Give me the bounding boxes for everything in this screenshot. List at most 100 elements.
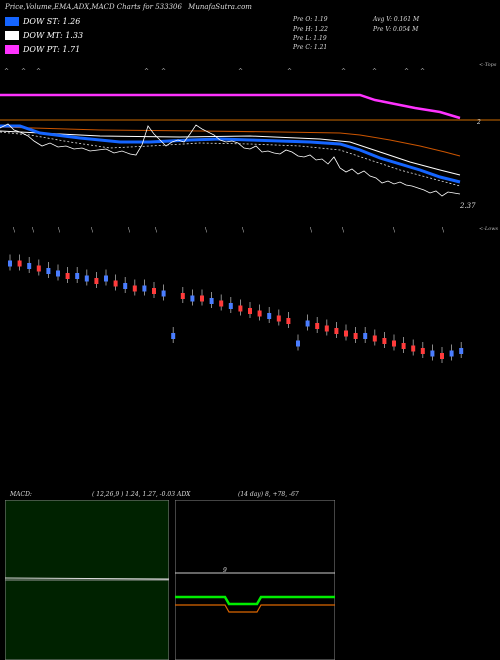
low-marker: \ (205, 227, 208, 234)
candle-body (267, 313, 272, 319)
low-marker: \ (155, 227, 158, 234)
chart-header: Price,Volume,EMA,ADX,MACD Charts for 533… (5, 3, 252, 11)
top-marker: ^ (420, 68, 425, 75)
macd-title: MACD: (10, 491, 32, 498)
candle-body (363, 333, 368, 339)
adx-title: ADX (177, 491, 191, 498)
candle-body (27, 263, 32, 269)
legend-swatch-dow-mt (5, 31, 19, 40)
candle-body (209, 298, 214, 304)
long-ema-line (0, 126, 461, 157)
candle-body (123, 283, 128, 289)
top-marker: ^ (144, 68, 149, 75)
top-marker: ^ (341, 68, 346, 75)
candle-body (420, 348, 425, 354)
adx-mid-label: 9 (223, 567, 227, 574)
ohlc-avg-volume: Avg V: 0.161 M (373, 16, 420, 23)
legend-label-dow-st: DOW ST: 1.26 (23, 17, 81, 26)
candle-body (94, 278, 99, 284)
legend-swatch-dow-st (5, 17, 19, 26)
candle-body (219, 300, 224, 307)
top-marker: ^ (404, 68, 409, 75)
short-ema-line (0, 131, 461, 187)
candle-body (75, 273, 80, 279)
candle-body (401, 343, 406, 349)
candle-body (276, 315, 281, 322)
candle-body (65, 273, 70, 279)
candle-body (17, 260, 22, 267)
candle-body (324, 325, 329, 332)
candle-body (353, 333, 358, 339)
candle-body (296, 340, 300, 347)
low-marker: \ (442, 227, 445, 234)
candle-body (315, 323, 320, 329)
ohlc-low: Pre L: 1.19 (293, 35, 327, 42)
low-marker: \ (128, 227, 131, 234)
candle-body (372, 335, 377, 342)
top-marker: ^ (372, 68, 377, 75)
candle-body (411, 345, 416, 352)
price-chart: ^ ^ ^ ^ ^ ^ ^ ^ ^ ^ ^ <-Tops 2 2.37 \ \ … (0, 62, 500, 363)
ohlc-close: Pre C: 1.21 (293, 44, 328, 51)
candle-body (248, 308, 252, 314)
candlestick-series (8, 254, 464, 363)
candle-body (180, 293, 185, 299)
top-marker: ^ (161, 68, 166, 75)
top-marker: ^ (287, 68, 292, 75)
close-price-line (0, 123, 461, 197)
top-marker: ^ (36, 68, 41, 75)
adx-panel-background (175, 500, 335, 660)
top-marker: ^ (238, 68, 243, 75)
macd-panel (5, 500, 169, 660)
candle-body (440, 353, 444, 359)
legend-swatch-dow-pt (5, 45, 19, 54)
lows-label: <-Lows (479, 226, 498, 232)
dow-pt-line (0, 93, 461, 120)
legend-dow-pt: DOW PT: 1.71 (5, 44, 80, 55)
candle-body (334, 328, 339, 334)
lows-markers: \ \ \ \ \ \ \ \ \ \ \ \ (13, 227, 445, 234)
candle-body (161, 290, 166, 297)
dow-mt-line (0, 130, 461, 176)
legend-label-dow-pt: DOW PT: 1.71 (23, 45, 81, 54)
candle-body (104, 275, 108, 282)
candle-body (36, 265, 41, 272)
candle-body (344, 330, 348, 337)
adx-params: (14 day) 8, +78, -67 (238, 491, 299, 498)
top-marker: ^ (21, 68, 26, 75)
low-marker: \ (242, 227, 245, 234)
low-marker: \ (393, 227, 396, 234)
ohlc-prev-volume: Pre V: 0.054 M (373, 26, 419, 33)
adx-minus-di-line (175, 604, 335, 613)
candle-body (392, 340, 396, 347)
adx-plus-di-line (175, 595, 335, 606)
macd-params: ( 12,26,9 ) 1.24, 1.27, -0.03 (92, 491, 176, 498)
candle-body (56, 270, 60, 277)
top-marker: ^ (4, 68, 9, 75)
dow-st-line (0, 124, 461, 184)
candle-body (449, 350, 454, 357)
adx-panel: 9 (175, 500, 335, 660)
low-marker: \ (310, 227, 313, 234)
candle-body (459, 348, 464, 354)
candle-body (238, 305, 243, 312)
ohlc-open: Pre O: 1.19 (293, 16, 328, 23)
candle-body (228, 303, 233, 309)
last-price-label: 2.37 (459, 202, 476, 210)
candle-body (113, 280, 118, 287)
legend-dow-st: DOW ST: 1.26 (5, 16, 80, 27)
candle-body (8, 260, 12, 267)
tops-markers: ^ ^ ^ ^ ^ ^ ^ ^ ^ ^ ^ (4, 68, 425, 75)
candle-body (84, 275, 89, 282)
low-marker: \ (342, 227, 345, 234)
low-marker: \ (32, 227, 35, 234)
candle-body (190, 295, 195, 302)
low-marker: \ (13, 227, 16, 234)
candle-body (430, 350, 435, 357)
candle-body (46, 268, 51, 274)
candle-body (200, 295, 204, 302)
price-right-label: 2 (476, 119, 481, 126)
legend-label-dow-mt: DOW MT: 1.33 (23, 31, 84, 40)
chart-title: Price,Volume,EMA,ADX,MACD Charts for 533… (5, 3, 182, 11)
site-name: MunafaSutra.com (188, 3, 252, 11)
